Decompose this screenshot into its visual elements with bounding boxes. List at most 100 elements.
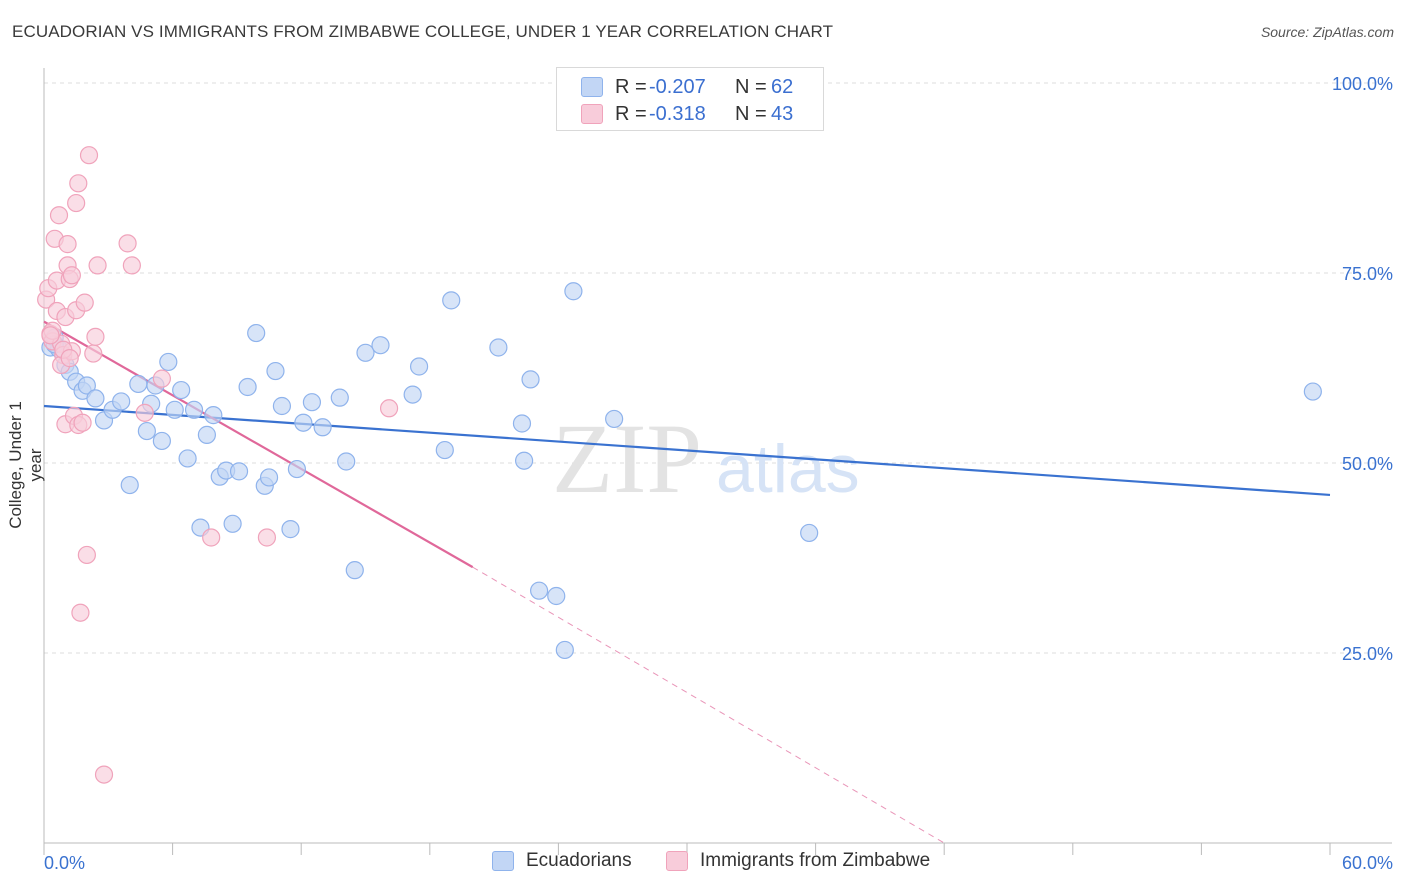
point-ecuadorians <box>197 425 216 444</box>
point-ecuadorians <box>564 282 583 301</box>
point-zimbabwe <box>73 413 92 432</box>
point-zimbabwe <box>77 545 96 565</box>
point-ecuadorians <box>281 520 300 539</box>
point-zimbabwe <box>75 293 94 312</box>
r-value: -0.318 <box>649 102 706 125</box>
point-ecuadorians <box>229 462 249 481</box>
point-ecuadorians <box>409 357 429 376</box>
point-ecuadorians <box>302 393 322 412</box>
point-ecuadorians <box>259 468 279 487</box>
zimbabwe-swatch <box>666 851 688 871</box>
stats-row-ecuadorians: R = -0.207 N = 62 <box>581 74 793 100</box>
point-ecuadorians <box>172 380 191 400</box>
point-ecuadorians <box>605 409 624 429</box>
stats-row-zimbabwe: R = -0.318 N = 43 <box>581 101 793 127</box>
point-ecuadorians <box>165 400 184 419</box>
r-label: R = <box>615 102 647 125</box>
point-zimbabwe <box>94 765 114 784</box>
trend-zimbabwe-extension <box>472 566 945 844</box>
point-zimbabwe <box>58 235 77 254</box>
point-zimbabwe <box>202 528 221 547</box>
series-legend: Ecuadorians Immigrants from Zimbabwe <box>0 850 1406 878</box>
point-ecuadorians <box>371 336 390 355</box>
point-ecuadorians <box>515 451 534 470</box>
point-ecuadorians <box>313 418 332 437</box>
watermark-atlas: atlas <box>716 431 860 507</box>
point-ecuadorians <box>800 523 819 543</box>
y-tick-label: 75.0% <box>1342 264 1393 284</box>
point-zimbabwe <box>71 603 90 622</box>
point-ecuadorians <box>442 291 461 310</box>
y-tick-label: 50.0% <box>1342 454 1393 474</box>
axes <box>43 68 1392 855</box>
r-value: -0.207 <box>649 75 706 98</box>
watermark: ZIP atlas <box>552 403 860 514</box>
trend-zimbabwe <box>43 320 474 569</box>
trend-lines <box>43 320 1331 844</box>
point-ecuadorians <box>345 561 364 580</box>
legend-item-ecuadorians[interactable]: Ecuadorians <box>492 850 632 872</box>
point-ecuadorians <box>294 413 313 432</box>
point-zimbabwe <box>135 403 154 422</box>
point-ecuadorians <box>521 370 540 389</box>
y-axis-title: College, Under 1 year <box>6 401 45 529</box>
point-zimbabwe <box>49 206 69 225</box>
chart-title: ECUADORIAN VS IMMIGRANTS FROM ZIMBABWE C… <box>12 22 834 41</box>
point-ecuadorians <box>512 414 532 433</box>
r-label: R = <box>615 75 647 98</box>
point-ecuadorians <box>547 586 566 606</box>
tick-labels: 25.0% 50.0% 75.0% 100.0% 0.0% 60.0% <box>44 74 1393 873</box>
point-ecuadorians <box>435 440 454 460</box>
point-ecuadorians <box>530 581 549 600</box>
point-ecuadorians <box>223 514 242 533</box>
point-zimbabwe <box>122 256 141 275</box>
point-zimbabwe <box>257 528 277 547</box>
point-ecuadorians <box>330 388 349 407</box>
point-zimbabwe <box>152 369 171 388</box>
point-zimbabwe <box>118 234 137 253</box>
n-label: N = <box>735 75 767 98</box>
point-zimbabwe <box>60 349 79 368</box>
point-ecuadorians <box>112 392 131 411</box>
point-zimbabwe <box>67 193 86 213</box>
legend-label: Ecuadorians <box>526 850 632 871</box>
y-tick-label: 25.0% <box>1342 644 1393 664</box>
point-zimbabwe <box>41 326 60 345</box>
trend-ecuadorians <box>43 404 1331 497</box>
point-ecuadorians <box>129 374 148 394</box>
point-ecuadorians <box>489 338 508 357</box>
point-zimbabwe <box>79 146 99 165</box>
data-points <box>37 146 1322 784</box>
grid-lines <box>44 82 1392 654</box>
point-zimbabwe <box>379 399 399 418</box>
n-value: 62 <box>771 75 794 98</box>
point-ecuadorians <box>238 377 257 397</box>
point-ecuadorians <box>272 396 292 416</box>
point-ecuadorians <box>86 389 105 408</box>
x-tick-label-max: 60.0% <box>1342 853 1393 873</box>
ecuadorians-swatch <box>581 77 603 97</box>
point-ecuadorians <box>266 361 285 381</box>
point-ecuadorians <box>152 431 171 451</box>
legend-label: Immigrants from Zimbabwe <box>700 850 931 871</box>
point-ecuadorians <box>1303 382 1322 401</box>
point-zimbabwe <box>62 266 81 285</box>
point-zimbabwe <box>86 327 105 346</box>
ecuadorians-swatch <box>492 851 514 871</box>
n-value: 43 <box>771 102 794 125</box>
point-ecuadorians <box>120 475 139 495</box>
point-ecuadorians <box>403 385 422 404</box>
point-ecuadorians <box>184 400 204 419</box>
point-ecuadorians <box>337 452 356 471</box>
watermark-zip: ZIP <box>552 403 702 514</box>
legend-item-zimbabwe[interactable]: Immigrants from Zimbabwe <box>666 850 930 872</box>
source-label: Source: ZipAtlas.com <box>1260 24 1394 40</box>
point-ecuadorians <box>287 459 307 479</box>
point-ecuadorians <box>137 421 156 441</box>
n-label: N = <box>735 102 767 125</box>
point-ecuadorians <box>178 449 197 468</box>
point-ecuadorians <box>356 343 375 362</box>
point-ecuadorians <box>159 352 178 372</box>
zimbabwe-swatch <box>581 104 603 124</box>
